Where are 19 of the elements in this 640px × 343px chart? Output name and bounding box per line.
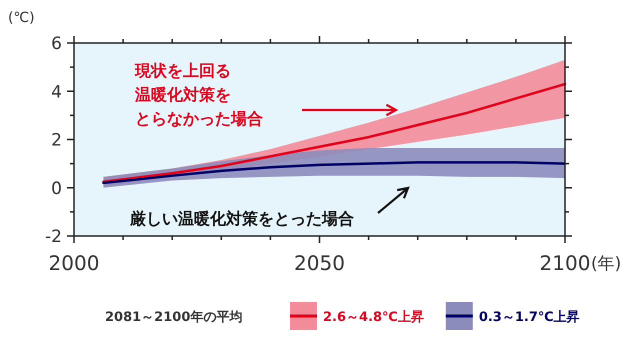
annotation: 現状を上回る温暖化対策をとらなかった場合 <box>135 61 398 128</box>
x-tick-label: 2050 <box>294 251 345 275</box>
line-series <box>102 161 566 184</box>
y-tick-label: 2 <box>51 130 62 150</box>
annotation: 厳しい温暖化対策をとった場合 <box>130 186 410 228</box>
y-axis-title: (℃) <box>8 10 35 26</box>
y-tick-label: 6 <box>51 34 62 54</box>
y-tick-label: -2 <box>45 227 62 247</box>
legend-label: 2.6～4.8℃上昇 <box>323 310 424 325</box>
y-tick-label: 0 <box>51 178 62 199</box>
legend-title: 2081～2100年の平均 <box>105 310 242 325</box>
y-tick-label: 4 <box>51 82 62 102</box>
x-tick-label: 2000 <box>48 251 100 275</box>
x-tick-label: 2100 <box>540 251 590 275</box>
annotation: 現状を上回る温暖化対策をとらなかった場合 <box>134 61 263 128</box>
legend-label: 0.3～1.7℃上昇 <box>478 310 580 325</box>
line-series <box>102 82 566 183</box>
annotation: 厳しい温暖化対策をとった場合 <box>129 209 354 228</box>
x-axis-title: (年) <box>591 254 622 274</box>
